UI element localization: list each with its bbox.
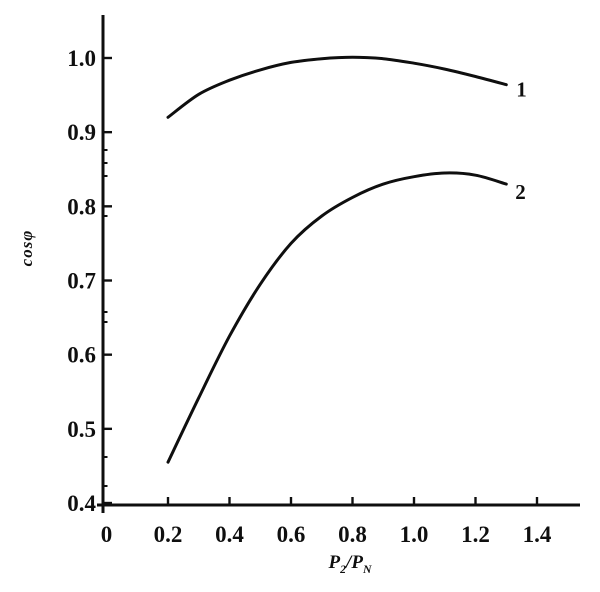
x-axis-title-slash: / — [346, 552, 352, 573]
x-tick-label: 0.4 — [215, 522, 244, 547]
x-tick-label: 0 — [101, 522, 113, 547]
y-tick-label: 1.0 — [67, 46, 96, 71]
y-tick-label: 0.4 — [67, 491, 96, 516]
y-tick-label: 0.8 — [67, 194, 96, 219]
curve-1 — [166, 55, 508, 119]
y-tick-label: 0.7 — [67, 268, 96, 293]
x-axis-title-symbol-right: P — [351, 552, 363, 573]
curve-label-1: 1 — [516, 78, 527, 102]
x-tick-label: 1.2 — [461, 522, 490, 547]
y-tick-label: 0.6 — [67, 343, 96, 368]
x-axis-title: P2/PN — [298, 552, 402, 577]
x-tick-label: 0.8 — [338, 522, 367, 547]
x-axis-title-sub-left: 2 — [340, 562, 347, 576]
x-tick-label: 0.2 — [154, 522, 183, 547]
curve-2 — [166, 171, 508, 464]
y-tick-label: 0.9 — [67, 120, 96, 145]
x-tick-label: 1.0 — [400, 522, 429, 547]
x-tick-label: 1.4 — [523, 522, 552, 547]
x-axis-title-sub-right: N — [362, 562, 372, 576]
x-tick-label: 0.6 — [277, 522, 306, 547]
y-tick-label: 0.5 — [67, 417, 96, 442]
x-axis-title-symbol-left: P — [328, 552, 341, 573]
y-axis-title: cosφ — [17, 229, 36, 267]
curve-label-2: 2 — [515, 180, 526, 204]
